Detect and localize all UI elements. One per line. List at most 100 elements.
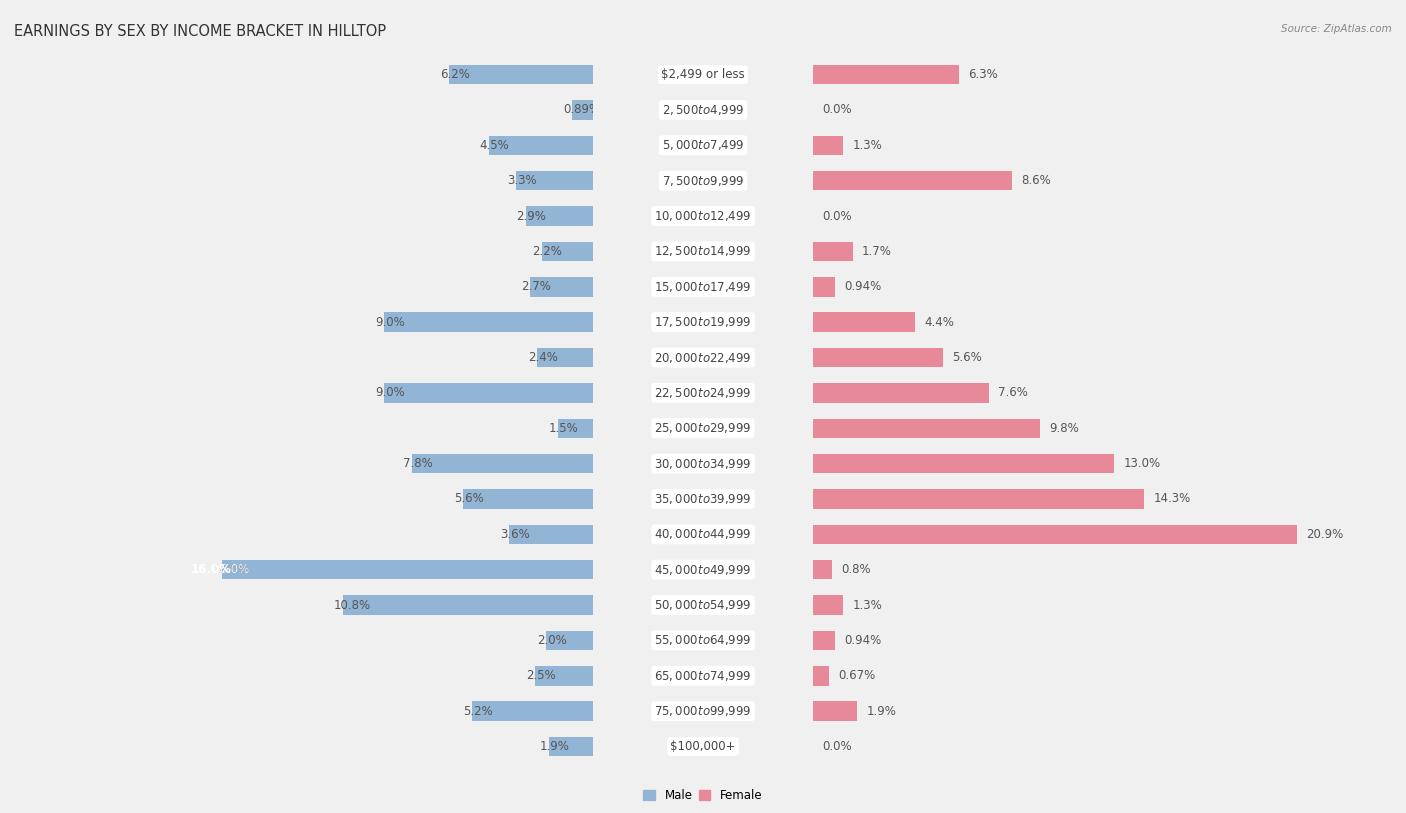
Bar <box>593 269 1406 304</box>
Bar <box>593 623 1406 659</box>
Bar <box>0 693 593 729</box>
Bar <box>813 171 1012 190</box>
Text: 0.0%: 0.0% <box>823 103 852 116</box>
Text: 2.4%: 2.4% <box>529 351 558 364</box>
Text: 20.9%: 20.9% <box>1306 528 1344 541</box>
Bar <box>384 383 593 402</box>
Bar <box>0 269 593 304</box>
Text: $10,000 to $12,499: $10,000 to $12,499 <box>654 209 752 223</box>
Text: 1.7%: 1.7% <box>862 245 891 258</box>
Bar <box>450 65 593 85</box>
Bar <box>813 136 844 155</box>
Text: 0.89%: 0.89% <box>562 103 600 116</box>
Text: $75,000 to $99,999: $75,000 to $99,999 <box>654 704 752 718</box>
Bar <box>0 198 813 234</box>
Bar <box>813 560 832 580</box>
Bar <box>0 693 813 729</box>
Text: EARNINGS BY SEX BY INCOME BRACKET IN HILLTOP: EARNINGS BY SEX BY INCOME BRACKET IN HIL… <box>14 24 387 39</box>
Bar <box>0 128 813 163</box>
Bar <box>593 587 1406 623</box>
Bar <box>0 623 593 659</box>
Bar <box>0 376 593 411</box>
Text: $2,500 to $4,999: $2,500 to $4,999 <box>662 103 744 117</box>
Bar <box>0 92 593 128</box>
Bar <box>813 277 835 297</box>
Bar <box>0 587 593 623</box>
Bar <box>813 524 1296 544</box>
Text: 6.3%: 6.3% <box>969 68 998 81</box>
Text: 0.8%: 0.8% <box>841 563 870 576</box>
Bar <box>0 57 813 92</box>
Text: $22,500 to $24,999: $22,500 to $24,999 <box>654 386 752 400</box>
Bar <box>0 233 813 269</box>
Bar <box>0 304 593 340</box>
Bar <box>0 340 813 375</box>
Bar <box>593 729 1406 764</box>
Bar <box>0 587 813 623</box>
Bar <box>0 481 593 517</box>
Bar <box>0 128 593 163</box>
Bar <box>593 92 1406 128</box>
Bar <box>0 92 813 128</box>
Bar <box>572 100 593 120</box>
Text: 2.7%: 2.7% <box>522 280 551 293</box>
Bar <box>813 702 858 721</box>
Bar <box>0 376 813 411</box>
Bar <box>541 241 593 261</box>
Text: 5.6%: 5.6% <box>454 493 484 506</box>
Bar <box>0 729 593 764</box>
Text: 7.6%: 7.6% <box>998 386 1028 399</box>
Text: $20,000 to $22,499: $20,000 to $22,499 <box>654 350 752 364</box>
Bar <box>0 269 813 304</box>
Bar <box>593 446 1406 481</box>
Text: 8.6%: 8.6% <box>1022 174 1052 187</box>
Bar <box>537 348 593 367</box>
Bar <box>813 595 844 615</box>
Bar <box>0 411 813 446</box>
Text: $30,000 to $34,999: $30,000 to $34,999 <box>654 457 752 471</box>
Bar <box>593 693 1406 729</box>
Bar <box>0 552 813 587</box>
Bar <box>813 489 1144 509</box>
Bar <box>593 376 1406 411</box>
Bar <box>0 446 593 481</box>
Text: 16.0%: 16.0% <box>214 563 250 576</box>
Bar <box>509 524 593 544</box>
Text: 9.8%: 9.8% <box>1049 422 1078 435</box>
Bar <box>0 659 813 693</box>
Text: 9.0%: 9.0% <box>375 386 405 399</box>
Text: 0.67%: 0.67% <box>838 669 876 682</box>
Bar <box>593 517 1406 552</box>
Bar <box>0 729 813 764</box>
Text: 13.0%: 13.0% <box>1123 457 1160 470</box>
Text: 16.0%: 16.0% <box>191 563 232 576</box>
Bar <box>593 552 1406 587</box>
Text: 1.3%: 1.3% <box>852 598 883 611</box>
Bar <box>813 666 828 685</box>
Bar <box>548 737 593 756</box>
Text: 2.9%: 2.9% <box>516 210 547 223</box>
Text: $35,000 to $39,999: $35,000 to $39,999 <box>654 492 752 506</box>
Text: $2,499 or less: $2,499 or less <box>661 68 745 81</box>
Text: 0.0%: 0.0% <box>823 740 852 753</box>
Text: Source: ZipAtlas.com: Source: ZipAtlas.com <box>1281 24 1392 34</box>
Text: 3.3%: 3.3% <box>508 174 537 187</box>
Text: 16.0%: 16.0% <box>214 563 250 576</box>
Bar <box>343 595 593 615</box>
Bar <box>813 348 943 367</box>
Bar <box>593 198 1406 234</box>
Text: 4.5%: 4.5% <box>479 139 509 152</box>
Text: $50,000 to $54,999: $50,000 to $54,999 <box>654 598 752 612</box>
Bar <box>547 631 593 650</box>
Bar <box>489 136 593 155</box>
Bar <box>472 702 593 721</box>
Bar <box>0 163 593 198</box>
Text: 4.4%: 4.4% <box>924 315 955 328</box>
Bar <box>412 454 593 473</box>
Text: $7,500 to $9,999: $7,500 to $9,999 <box>662 174 744 188</box>
Bar <box>530 277 593 297</box>
Bar <box>813 631 835 650</box>
Bar <box>516 171 593 190</box>
Text: 1.9%: 1.9% <box>866 705 897 718</box>
Legend: Male, Female: Male, Female <box>638 785 768 806</box>
